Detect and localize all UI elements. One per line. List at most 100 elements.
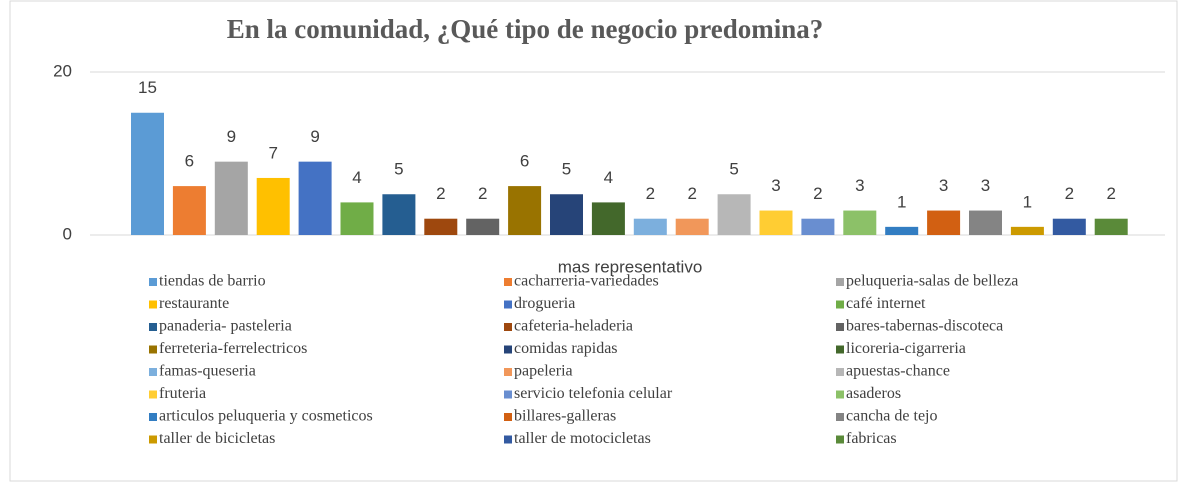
data-label: 1 — [1023, 192, 1032, 211]
data-label: 3 — [981, 176, 990, 195]
bar — [759, 210, 793, 235]
legend-swatch — [836, 413, 844, 421]
legend-label: apuestas-chance — [846, 363, 950, 380]
bar — [131, 112, 164, 235]
data-label: 4 — [604, 168, 613, 187]
data-label: 7 — [268, 143, 277, 162]
bar — [550, 194, 583, 235]
legend-swatch — [149, 278, 157, 286]
data-label: 6 — [520, 152, 529, 171]
chart-title: En la comunidad, ¿Qué tipo de negocio pr… — [227, 14, 824, 44]
legend-label: fabricas — [846, 430, 897, 447]
bar — [1052, 218, 1086, 235]
legend-label: cancha de tejo — [846, 408, 938, 425]
legend-swatch — [504, 390, 512, 399]
bar — [340, 202, 374, 235]
legend-label: articulos peluqueria y cosmeticos — [159, 408, 373, 425]
legend-label: cafeteria-heladeria — [514, 318, 633, 335]
legend-swatch — [836, 390, 844, 399]
bar — [172, 186, 206, 235]
legend-swatch — [149, 390, 157, 399]
bar — [1094, 218, 1128, 235]
data-label: 4 — [352, 168, 361, 187]
bar — [591, 202, 625, 235]
data-label: 2 — [813, 184, 822, 203]
bar — [927, 210, 961, 235]
legend-swatch — [504, 323, 512, 331]
legend-label: taller de bicicletas — [159, 430, 275, 447]
y-tick-label: 0 — [63, 224, 72, 243]
legend-swatch — [149, 323, 157, 331]
data-label: 2 — [1106, 184, 1115, 203]
legend-label: peluqueria-salas de belleza — [846, 273, 1018, 290]
data-label: 6 — [185, 152, 194, 171]
legend-label: comidas rapidas — [514, 340, 618, 357]
legend-swatch — [504, 300, 512, 309]
legend-swatch — [504, 435, 512, 444]
legend-label: servicio telefonia celular — [514, 385, 673, 402]
data-label: 3 — [855, 176, 864, 195]
bar — [508, 186, 542, 235]
bar — [969, 210, 1002, 235]
y-tick-label: 20 — [53, 61, 72, 80]
legend-swatch — [836, 300, 844, 309]
data-label: 5 — [394, 160, 403, 179]
bar — [298, 161, 332, 235]
legend-swatch — [504, 345, 512, 354]
legend-label: tiendas de barrio — [159, 273, 266, 290]
legend-swatch — [836, 323, 844, 331]
bar — [717, 194, 751, 235]
legend-label: drogueria — [514, 295, 575, 312]
data-label: 3 — [939, 176, 948, 195]
legend-label: cacharreria-variedades — [514, 273, 659, 290]
legend-label: licoreria-cigarreria — [846, 340, 966, 357]
legend-swatch — [149, 345, 157, 354]
data-label: 3 — [771, 176, 780, 195]
bar — [843, 210, 877, 235]
bar — [633, 218, 667, 235]
legend-swatch — [149, 413, 157, 421]
legend-label: ferreteria-ferrelectricos — [159, 340, 307, 357]
legend-swatch — [149, 300, 157, 309]
x-tick-label: mas representativo — [558, 257, 703, 276]
bar — [424, 218, 458, 235]
data-label: 5 — [562, 160, 571, 179]
legend-label: taller de motocicletas — [514, 430, 651, 447]
bar — [214, 161, 248, 235]
bar — [885, 226, 919, 235]
bar — [1010, 226, 1044, 235]
legend-swatch — [836, 435, 844, 444]
legend-label: café internet — [846, 295, 926, 312]
data-label: 9 — [227, 127, 236, 146]
data-label: 1 — [897, 192, 906, 211]
legend-swatch — [836, 278, 844, 286]
data-label: 2 — [478, 184, 487, 203]
data-label: 15 — [138, 78, 157, 97]
legend-label: famas-queseria — [159, 363, 256, 380]
legend-label: billares-galleras — [514, 408, 616, 425]
data-label: 2 — [687, 184, 696, 203]
data-label: 2 — [436, 184, 445, 203]
legend-swatch — [149, 435, 157, 444]
legend-label: papeleria — [514, 363, 573, 380]
bar — [466, 218, 500, 235]
legend-swatch — [504, 278, 512, 286]
bar — [256, 177, 290, 235]
legend-swatch — [504, 368, 512, 376]
data-label: 2 — [646, 184, 655, 203]
bar — [675, 218, 709, 235]
data-label: 2 — [1065, 184, 1074, 203]
bar — [801, 218, 835, 235]
legend-swatch — [504, 413, 512, 421]
chart-frame — [9, 0, 1178, 482]
legend-swatch — [149, 368, 157, 376]
legend-swatch — [836, 345, 844, 354]
legend-label: restaurante — [159, 295, 229, 312]
legend-label: asaderos — [846, 385, 901, 402]
bar — [382, 194, 416, 235]
data-label: 9 — [310, 127, 319, 146]
legend-swatch — [836, 368, 844, 376]
legend-label: bares-tabernas-discoteca — [846, 318, 1003, 335]
legend-label: panaderia- pasteleria — [159, 318, 292, 335]
